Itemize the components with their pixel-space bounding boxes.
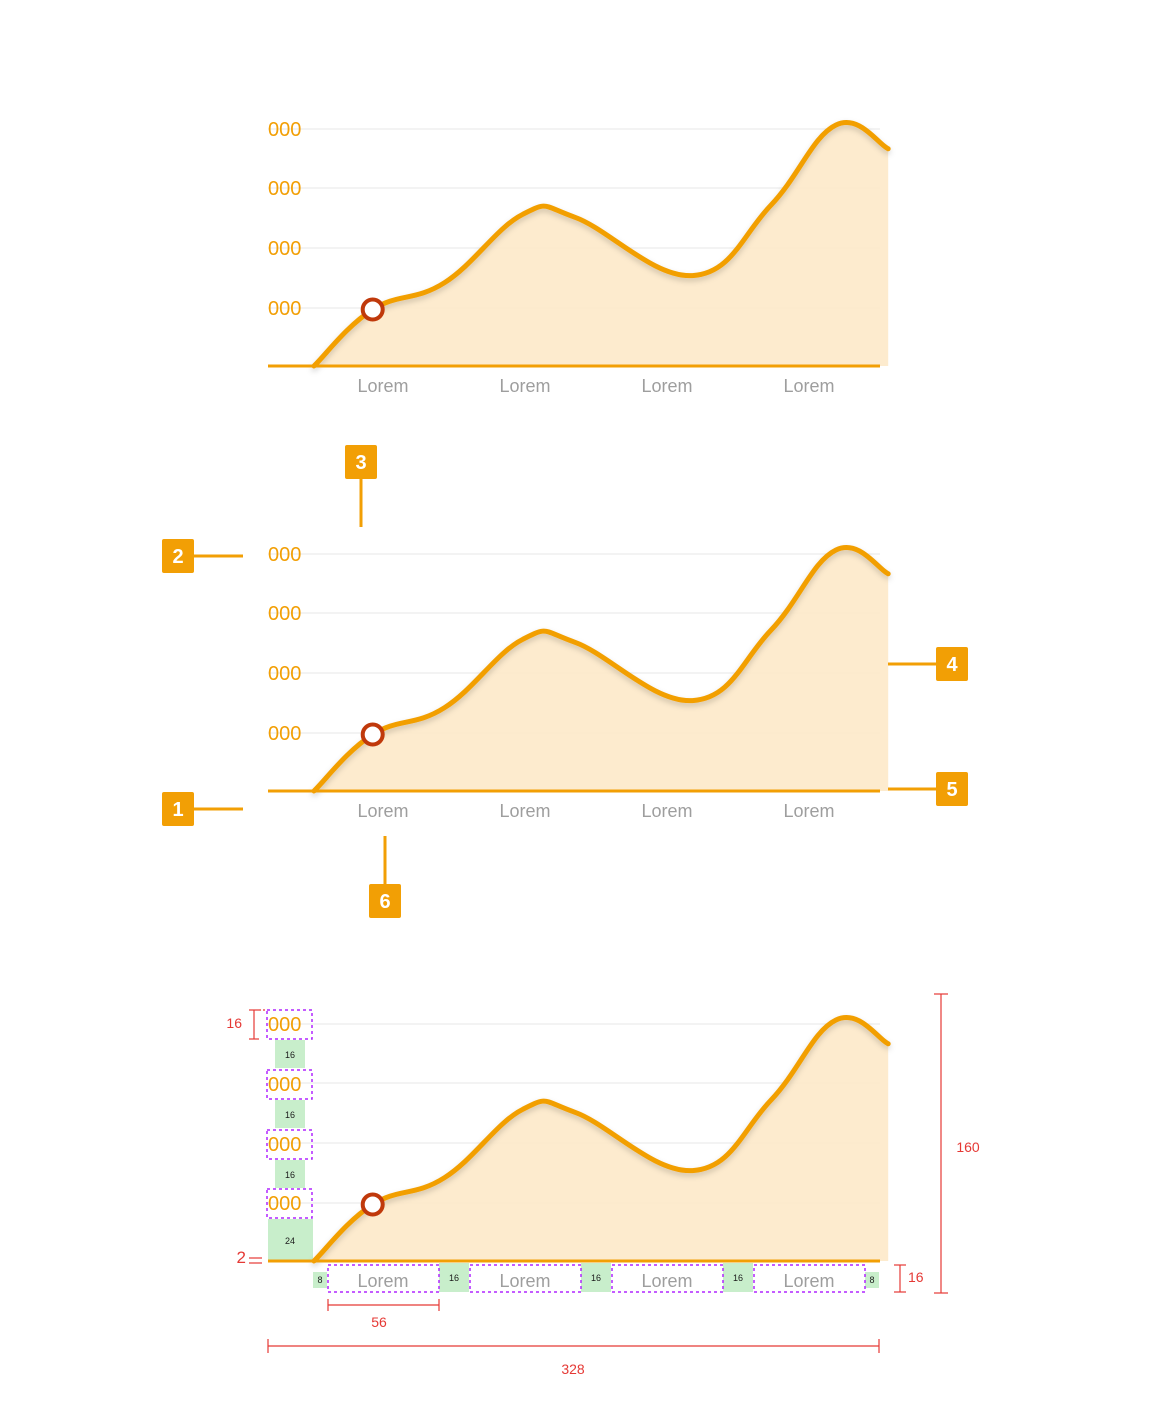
- area-fill: [314, 122, 889, 367]
- spacer-block: [439, 1263, 469, 1292]
- spacer-value: 16: [285, 1110, 295, 1120]
- callout-number: 4: [946, 654, 958, 676]
- callout-badge: [345, 445, 377, 479]
- y-tick-label: 000: [268, 603, 301, 625]
- x-tick-label: Lorem: [499, 801, 550, 821]
- y-tick-label: 000: [268, 544, 301, 566]
- spacer-block: [313, 1272, 327, 1288]
- dim-value: 160: [956, 1139, 980, 1155]
- dim-value: 16: [226, 1015, 242, 1031]
- callout-number: 5: [946, 779, 957, 801]
- callout-badge: [936, 772, 968, 806]
- callout-number: 2: [172, 546, 183, 568]
- spacer-value: 16: [285, 1050, 295, 1060]
- callout-2: 2: [162, 539, 243, 573]
- highlight-point[interactable]: [360, 722, 385, 747]
- callout-6: 6: [369, 836, 401, 918]
- spacer-block: [723, 1263, 753, 1292]
- data-line: [311, 1015, 891, 1264]
- y-tick-label: 000: [268, 238, 301, 260]
- x-tick-label: Lorem: [641, 376, 692, 396]
- spacer-block: [275, 1100, 305, 1128]
- spacer-value: 16: [285, 1170, 295, 1180]
- label-outline: [266, 1069, 313, 1100]
- dim-value: 56: [371, 1314, 387, 1330]
- x-tick-label: Lorem: [499, 1271, 550, 1291]
- y-tick-label: 000: [268, 663, 301, 685]
- x-tick-label: Lorem: [357, 801, 408, 821]
- label-outline: [327, 1264, 440, 1293]
- spacer-value: 8: [869, 1275, 874, 1285]
- callout-1: 1: [162, 792, 243, 826]
- x-tick-label: Lorem: [499, 376, 550, 396]
- dim-label-width: 56: [327, 1299, 440, 1330]
- highlight-point[interactable]: [360, 297, 385, 322]
- callout-badge: [936, 647, 968, 681]
- dim-value: 2: [237, 1248, 246, 1267]
- callout-badge: [162, 792, 194, 826]
- callout-badge: [162, 539, 194, 573]
- dim-xlabel-height: 16: [894, 1264, 924, 1293]
- x-tick-label: Lorem: [357, 376, 408, 396]
- callout-badge: [369, 884, 401, 918]
- label-outline: [469, 1264, 582, 1293]
- y-tick-label: 000: [268, 178, 301, 200]
- dim-total-height: 160: [934, 993, 980, 1294]
- y-tick-label: 000: [268, 119, 301, 141]
- dim-total-width: 328: [267, 1339, 880, 1377]
- dim-label-height: 16: [226, 1009, 266, 1040]
- data-line: [311, 545, 891, 794]
- area-fill: [314, 547, 889, 791]
- spacer-block: [275, 1160, 305, 1188]
- y-tick-label: 000: [268, 1193, 301, 1215]
- label-outline: [753, 1264, 866, 1293]
- dim-axis-thickness: 2: [237, 1248, 262, 1267]
- label-outline: [611, 1264, 724, 1293]
- x-tick-label: Lorem: [783, 376, 834, 396]
- callout-3: 3: [345, 445, 377, 527]
- spacer-block: [581, 1263, 611, 1292]
- highlight-point[interactable]: [360, 1192, 385, 1217]
- x-tick-label: Lorem: [641, 1271, 692, 1291]
- spacer-block: [865, 1272, 879, 1288]
- spacer-value: 24: [285, 1236, 295, 1246]
- callout-4: 4: [888, 647, 968, 681]
- spacer-block: [275, 1040, 305, 1068]
- callout-number: 3: [355, 452, 366, 474]
- chart-2: 000 000 000 000 Lorem Lorem Lorem Lorem …: [162, 445, 968, 918]
- dim-value: 328: [561, 1361, 585, 1377]
- callout-5: 5: [888, 772, 968, 806]
- spacer-value: 16: [591, 1273, 601, 1283]
- label-outline: [266, 1188, 313, 1219]
- y-tick-label: 000: [268, 1134, 301, 1156]
- spacer-value: 16: [733, 1273, 743, 1283]
- x-tick-label: Lorem: [783, 801, 834, 821]
- y-tick-label: 000: [268, 1074, 301, 1096]
- label-outline: [266, 1129, 313, 1160]
- chart-3: 16 16 16 24 8 16 16 16 8 000 000 000 000…: [226, 993, 980, 1377]
- chart-1: 000 000 000 000 Lorem Lorem Lorem Lorem: [268, 119, 891, 396]
- spacer-value: 8: [317, 1275, 322, 1285]
- x-tick-label: Lorem: [783, 1271, 834, 1291]
- dim-value: 16: [908, 1269, 924, 1285]
- area-fill: [314, 1017, 889, 1261]
- spacer-value: 16: [449, 1273, 459, 1283]
- spacer-block: [268, 1219, 313, 1260]
- x-tick-label: Lorem: [357, 1271, 408, 1291]
- y-tick-label: 000: [268, 1014, 301, 1036]
- label-outline: [266, 1009, 313, 1040]
- y-tick-label: 000: [268, 298, 301, 320]
- data-line: [311, 120, 891, 369]
- callout-number: 1: [172, 799, 183, 821]
- x-tick-label: Lorem: [641, 801, 692, 821]
- y-tick-label: 000: [268, 723, 301, 745]
- callout-number: 6: [379, 891, 390, 913]
